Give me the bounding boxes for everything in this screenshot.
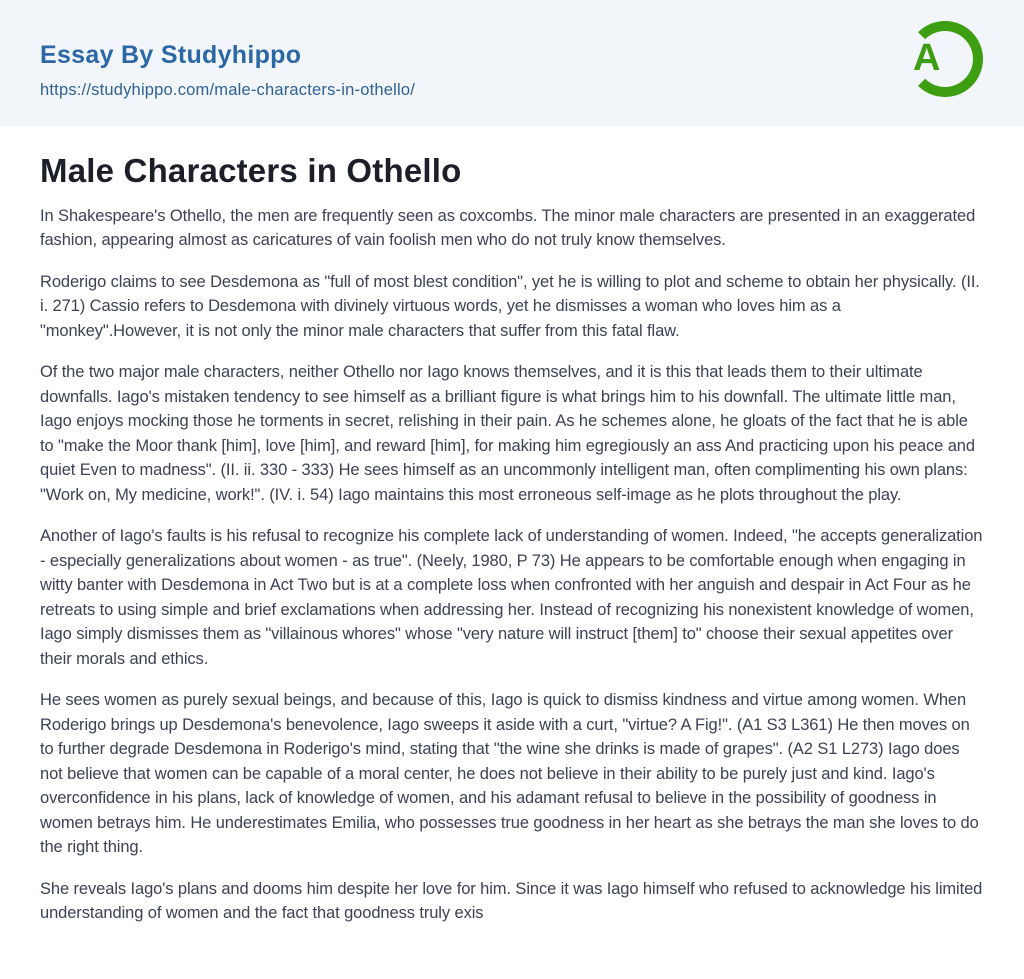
essay-content: Male Characters in Othello In Shakespear…: [0, 152, 1024, 926]
page-header: Essay By Studyhippo https://studyhippo.c…: [0, 0, 1024, 126]
essay-paragraph-3: Of the two major male characters, neithe…: [40, 363, 975, 504]
logo-letter-a: A: [913, 37, 941, 80]
essay-title: Male Characters in Othello: [40, 152, 462, 189]
essay-url-link[interactable]: https://studyhippo.com/male-characters-i…: [40, 80, 415, 99]
essay-paragraph-5: He sees women as purely sexual beings, a…: [40, 691, 979, 857]
header-text-block: Essay By Studyhippo https://studyhippo.c…: [40, 41, 984, 100]
essay-paragraph-6: She reveals Iago's plans and dooms him d…: [40, 879, 983, 923]
studyhippo-logo-icon: A: [907, 21, 983, 97]
site-title: Essay By Studyhippo: [40, 41, 302, 69]
essay-paragraph-1: In Shakespeare's Othello, the men are fr…: [40, 206, 976, 250]
essay-page: Essay By Studyhippo https://studyhippo.c…: [0, 0, 1024, 926]
essay-paragraph-2: Roderigo claims to see Desdemona as "ful…: [40, 272, 980, 340]
essay-paragraph-4: Another of Iago's faults is his refusal …: [40, 527, 983, 668]
